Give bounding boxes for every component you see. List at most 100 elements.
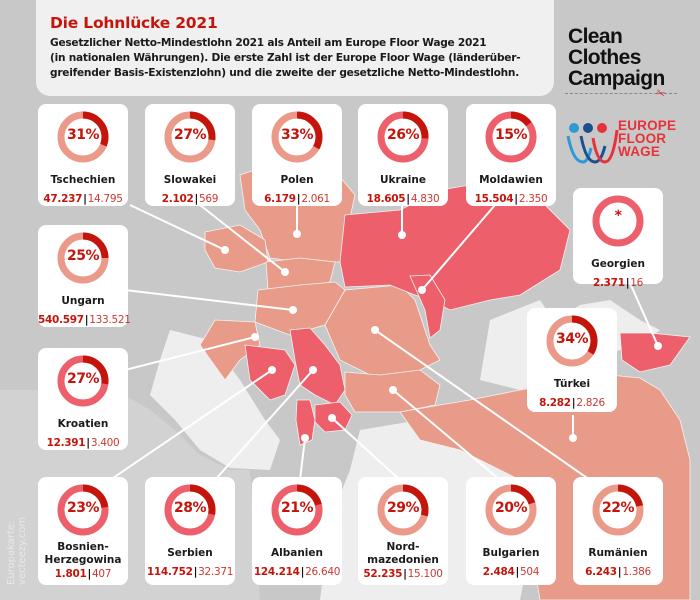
country-name: Moldawien (479, 174, 543, 186)
europe-floor-wage-value: 2.371 (592, 277, 625, 289)
donut-chart-icon (271, 484, 323, 536)
europe-floor-wage-value: 8.282 (539, 397, 571, 409)
value-separator: | (87, 568, 92, 580)
country-card: 23% Bosnien- Herzegowina 1.801|407 (38, 477, 128, 585)
donut-chart-icon (57, 355, 109, 407)
percentage-label: 23% (66, 500, 100, 516)
minimum-wage-value: 16 (630, 277, 644, 289)
europe-floor-wage-logo-text: EUROPE FLOOR WAGE (618, 118, 677, 159)
value-separator: | (617, 566, 622, 578)
europe-floor-wage-value: 540.597 (38, 314, 84, 326)
minimum-wage-value: 15.100 (407, 568, 443, 580)
donut-chart-icon (57, 484, 109, 536)
country-card: 22% Rumänien 6.243|1.386 (573, 477, 663, 585)
country-name: Serbien (167, 547, 213, 559)
percentage-label: 25% (66, 248, 100, 264)
value-separator: | (296, 193, 301, 205)
wage-values: 6.243|1.386 (573, 566, 663, 578)
percentage-label: * (614, 208, 622, 224)
value-separator: | (403, 568, 407, 580)
country-name-line: Bosnien- (57, 541, 109, 553)
wage-values: 1.801|407 (38, 568, 128, 580)
country-card: 15% Moldawien 15.504|2.350 (466, 104, 556, 206)
map-croatia (199, 319, 261, 381)
header-panel: Die Lohnlücke 2021 Gesetzlicher Netto-Mi… (36, 0, 554, 96)
percentage-label: 27% (66, 371, 100, 387)
percentage-label: 29% (386, 500, 420, 516)
country-card: 29% Nord-mazedonien 52.235|15.100 (358, 477, 448, 585)
map-credit: Europakarte: vecteezy.com (6, 517, 28, 585)
country-name: Rumänien (588, 547, 648, 559)
europe-floor-wage-value: 12.391 (46, 437, 86, 449)
percentage-label: 28% (173, 500, 207, 516)
wage-values: 6.179|2.061 (252, 193, 342, 205)
logo-text: Clothes (568, 46, 641, 69)
country-name: Ungarn (61, 295, 105, 307)
wage-values: 2.484|504 (466, 566, 556, 578)
country-name: Bosnien- Herzegowina (38, 541, 128, 567)
donut-chart-icon (546, 315, 598, 367)
value-separator: | (571, 397, 576, 409)
map-georgia (619, 332, 691, 373)
wage-values: 2.102|569 (145, 193, 235, 205)
minimum-wage-value: 2.061 (301, 193, 330, 205)
value-separator: | (625, 277, 630, 289)
country-name: Albanien (271, 547, 323, 559)
percentage-label: 15% (494, 127, 528, 143)
logo-text: EUROPE (618, 118, 677, 133)
europe-floor-wage-logo-icon (566, 123, 619, 164)
europe-floor-wage-value: 15.504 (474, 193, 514, 205)
minimum-wage-value: 1.386 (622, 566, 651, 578)
minimum-wage-value: 569 (199, 193, 219, 205)
logo-text: Clean (568, 25, 623, 48)
credit-line: vecteezy.com (17, 516, 28, 585)
wage-values: 15.504|2.350 (466, 193, 556, 205)
value-separator: | (86, 437, 90, 449)
country-name-line: Nord- (386, 541, 420, 553)
country-card: 21% Albanien 124.214|26.640 (252, 477, 342, 585)
wage-values: 540.597|133.521 (38, 314, 131, 326)
donut-chart-icon (57, 232, 109, 284)
donut-chart-icon (377, 111, 429, 163)
country-card: * Georgien 2.371|16 (573, 188, 663, 289)
donut-chart-icon (271, 111, 323, 163)
minimum-wage-value: 2.826 (576, 397, 605, 409)
map-czechia (204, 224, 269, 273)
country-card: 28% Serbien 114.752|32.371 (145, 477, 235, 585)
country-card: 25% Ungarn 540.597|133.521 (38, 225, 131, 327)
logo-text: FLOOR (618, 131, 667, 146)
europe-floor-wage-value: 124.214 (253, 566, 300, 578)
europe-floor-wage-value: 6.179 (264, 193, 296, 205)
country-card: 34% Türkei 8.282|2.826 (527, 308, 617, 412)
country-name: Tschechien (50, 174, 116, 186)
value-separator: | (83, 193, 87, 205)
value-separator: | (194, 193, 199, 205)
percentage-label: 26% (386, 127, 420, 143)
wage-values: 2.371|16 (573, 277, 663, 289)
minimum-wage-value: 504 (520, 566, 540, 578)
clean-clothes-campaign-logo: Clean Clothes Campaign (568, 26, 665, 89)
subtitle-line: Gesetzlicher Netto-Mindestlohn 2021 als … (50, 37, 487, 49)
wage-values: 124.214|26.640 (252, 566, 342, 578)
percentage-label: 27% (173, 127, 207, 143)
country-card: 27% Slowakei 2.102|569 (145, 104, 235, 206)
donut-chart-icon (485, 111, 537, 163)
minimum-wage-value: 407 (92, 568, 112, 580)
country-name: Ukraine (380, 174, 426, 186)
subtitle-line: (in nationalen Währungen). Die erste Zah… (50, 52, 521, 64)
donut-chart-icon (592, 195, 644, 247)
value-separator: | (193, 566, 198, 578)
europe-floor-wage-value: 2.484 (482, 566, 515, 578)
country-card: 31% Tschechien 47.237|14.795 (38, 104, 128, 206)
minimum-wage-value: 32.371 (198, 566, 234, 578)
europe-floor-wage-value: 18.605 (366, 193, 406, 205)
europe-floor-wage-value: 47.237 (43, 193, 83, 205)
donut-chart-icon (592, 484, 644, 536)
percentage-label: 20% (494, 500, 528, 516)
country-name: Kroatien (57, 418, 109, 430)
country-name-line: mazedonien (367, 554, 439, 566)
logo-text: Campaign (568, 67, 665, 90)
percentage-label: 33% (280, 127, 314, 143)
value-separator: | (300, 566, 305, 578)
europe-floor-wage-value: 6.243 (585, 566, 617, 578)
